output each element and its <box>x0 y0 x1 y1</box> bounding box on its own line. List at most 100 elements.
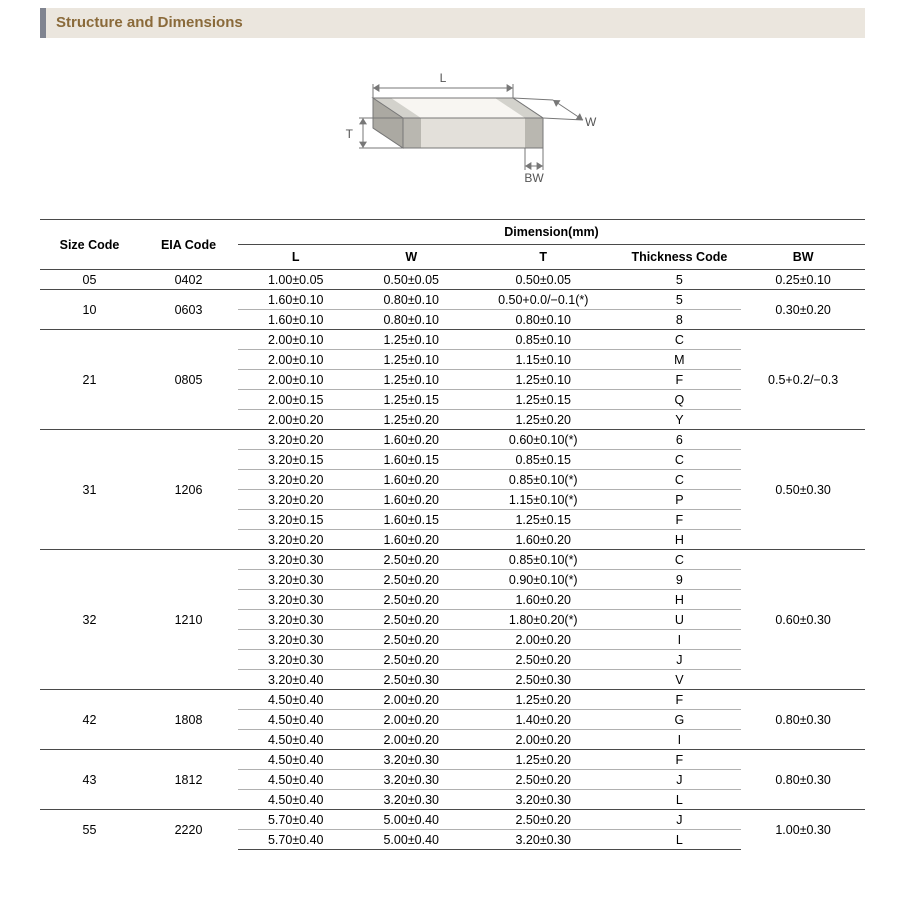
cell-t: 0.85±0.10(*) <box>469 470 618 490</box>
cell-tc: C <box>618 450 742 470</box>
cell-size: 32 <box>40 550 139 690</box>
cell-tc: M <box>618 350 742 370</box>
cell-tc: L <box>618 830 742 850</box>
dimensions-table: Size Code EIA Code Dimension(mm) L W T T… <box>40 219 865 850</box>
cell-tc: F <box>618 750 742 770</box>
table-body: 0504021.00±0.050.50±0.050.50±0.0550.25±0… <box>40 270 865 850</box>
cell-tc: H <box>618 590 742 610</box>
cell-tc: Q <box>618 390 742 410</box>
cell-tc: L <box>618 790 742 810</box>
cell-w: 5.00±0.40 <box>354 810 470 830</box>
cell-l: 2.00±0.15 <box>238 390 354 410</box>
cell-eia: 2220 <box>139 810 238 850</box>
cell-bw: 0.60±0.30 <box>741 550 865 690</box>
cell-eia: 0805 <box>139 330 238 430</box>
svg-text:T: T <box>345 127 353 141</box>
svg-text:W: W <box>585 115 597 129</box>
cell-tc: H <box>618 530 742 550</box>
cell-tc: 5 <box>618 290 742 310</box>
cell-l: 1.60±0.10 <box>238 310 354 330</box>
cell-l: 3.20±0.30 <box>238 550 354 570</box>
cell-size: 31 <box>40 430 139 550</box>
cell-l: 4.50±0.40 <box>238 730 354 750</box>
cell-w: 1.25±0.10 <box>354 350 470 370</box>
cell-tc: 9 <box>618 570 742 590</box>
cell-t: 2.00±0.20 <box>469 630 618 650</box>
cell-w: 1.60±0.20 <box>354 470 470 490</box>
th-eia-code: EIA Code <box>139 220 238 270</box>
cell-tc: I <box>618 630 742 650</box>
cell-t: 0.60±0.10(*) <box>469 430 618 450</box>
cell-l: 4.50±0.40 <box>238 690 354 710</box>
cell-bw: 0.25±0.10 <box>741 270 865 290</box>
cell-w: 3.20±0.30 <box>354 770 470 790</box>
cell-t: 1.25±0.10 <box>469 370 618 390</box>
cell-l: 2.00±0.10 <box>238 350 354 370</box>
cell-w: 1.25±0.10 <box>354 370 470 390</box>
cell-tc: Y <box>618 410 742 430</box>
cell-eia: 1206 <box>139 430 238 550</box>
cell-w: 5.00±0.40 <box>354 830 470 850</box>
cell-t: 0.80±0.10 <box>469 310 618 330</box>
cell-l: 1.60±0.10 <box>238 290 354 310</box>
cell-tc: 8 <box>618 310 742 330</box>
cell-t: 1.25±0.20 <box>469 690 618 710</box>
cell-tc: U <box>618 610 742 630</box>
cell-l: 3.20±0.20 <box>238 490 354 510</box>
cell-t: 0.85±0.10 <box>469 330 618 350</box>
cell-w: 2.00±0.20 <box>354 730 470 750</box>
th-t: T <box>469 245 618 270</box>
cell-w: 2.50±0.30 <box>354 670 470 690</box>
cell-tc: F <box>618 690 742 710</box>
cell-l: 3.20±0.30 <box>238 590 354 610</box>
cell-l: 3.20±0.20 <box>238 530 354 550</box>
cell-t: 2.50±0.20 <box>469 810 618 830</box>
svg-text:L: L <box>439 71 446 85</box>
cell-size: 55 <box>40 810 139 850</box>
cell-w: 0.80±0.10 <box>354 290 470 310</box>
cell-tc: C <box>618 550 742 570</box>
cell-w: 0.80±0.10 <box>354 310 470 330</box>
cell-l: 3.20±0.20 <box>238 470 354 490</box>
cell-w: 2.50±0.20 <box>354 610 470 630</box>
cell-bw: 1.00±0.30 <box>741 810 865 850</box>
cell-tc: C <box>618 470 742 490</box>
cell-eia: 0402 <box>139 270 238 290</box>
cell-w: 2.50±0.20 <box>354 570 470 590</box>
table-row: 0504021.00±0.050.50±0.050.50±0.0550.25±0… <box>40 270 865 290</box>
cell-w: 1.60±0.15 <box>354 510 470 530</box>
table-row: 1006031.60±0.100.80±0.100.50+0.0/−0.1(*)… <box>40 290 865 310</box>
cell-tc: F <box>618 370 742 390</box>
cell-tc: 6 <box>618 430 742 450</box>
cell-l: 4.50±0.40 <box>238 750 354 770</box>
cell-tc: I <box>618 730 742 750</box>
cell-t: 1.40±0.20 <box>469 710 618 730</box>
cell-l: 2.00±0.10 <box>238 370 354 390</box>
cell-w: 1.60±0.20 <box>354 530 470 550</box>
th-bw: BW <box>741 245 865 270</box>
cell-tc: J <box>618 650 742 670</box>
cell-t: 1.25±0.15 <box>469 390 618 410</box>
cell-tc: V <box>618 670 742 690</box>
cell-l: 2.00±0.10 <box>238 330 354 350</box>
cell-l: 1.00±0.05 <box>238 270 354 290</box>
cell-tc: C <box>618 330 742 350</box>
cell-bw: 0.80±0.30 <box>741 750 865 810</box>
cell-l: 2.00±0.20 <box>238 410 354 430</box>
svg-text:BW: BW <box>524 171 544 185</box>
cell-l: 3.20±0.40 <box>238 670 354 690</box>
cell-size: 43 <box>40 750 139 810</box>
cell-l: 3.20±0.30 <box>238 610 354 630</box>
cell-t: 2.00±0.20 <box>469 730 618 750</box>
cell-eia: 1808 <box>139 690 238 750</box>
cell-w: 1.60±0.20 <box>354 490 470 510</box>
cell-w: 3.20±0.30 <box>354 750 470 770</box>
table-row: 4318124.50±0.403.20±0.301.25±0.20F0.80±0… <box>40 750 865 770</box>
cell-tc: G <box>618 710 742 730</box>
table-row: 3212103.20±0.302.50±0.200.85±0.10(*)C0.6… <box>40 550 865 570</box>
cell-t: 1.15±0.10(*) <box>469 490 618 510</box>
cell-l: 3.20±0.30 <box>238 570 354 590</box>
cell-l: 4.50±0.40 <box>238 790 354 810</box>
cell-bw: 0.50±0.30 <box>741 430 865 550</box>
cell-l: 5.70±0.40 <box>238 810 354 830</box>
